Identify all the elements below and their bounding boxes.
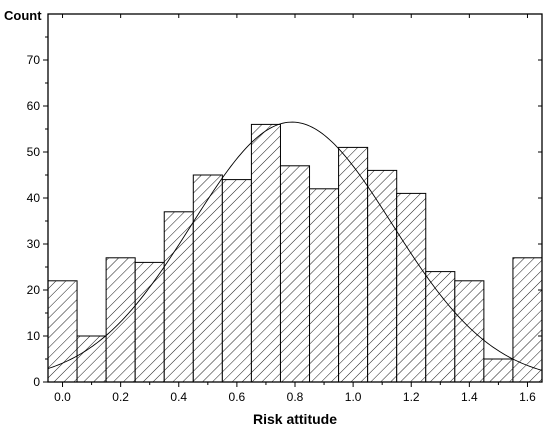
- y-tick-label: 70: [27, 53, 41, 67]
- histogram-bar: [367, 169, 398, 383]
- normal-fit-curve: [47, 121, 543, 371]
- x-tick-label: 1.6: [519, 390, 536, 404]
- histogram-bar: [396, 192, 427, 383]
- histogram-bar: [309, 188, 340, 383]
- histogram-bar: [47, 280, 78, 383]
- x-tick-label: 1.0: [345, 390, 362, 404]
- x-tick-label: 1.4: [461, 390, 478, 404]
- histogram-bar: [454, 280, 485, 383]
- x-tick-label: 0.0: [54, 390, 71, 404]
- x-axis-ticks: 0.0 0.2 0.4 0.6 0.8 1.0 1.2 1.4 1.6: [54, 14, 536, 404]
- x-axis-label: Risk attitude: [253, 411, 337, 427]
- y-axis-ticks: 0 10 20 30 40 50 60 70: [27, 36, 542, 389]
- x-tick-label: 0.6: [229, 390, 246, 404]
- histogram-bar: [163, 211, 194, 383]
- histogram-bar: [338, 146, 369, 383]
- histogram-bar: [105, 257, 136, 383]
- y-tick-label: 40: [27, 191, 41, 205]
- y-tick-label: 30: [27, 237, 41, 251]
- x-tick-label: 0.4: [170, 390, 187, 404]
- y-tick-label: 10: [27, 329, 41, 343]
- histogram-bar: [279, 165, 311, 383]
- histogram-bar: [76, 335, 107, 383]
- histogram-bar: [250, 123, 281, 383]
- y-tick-label: 0: [33, 375, 40, 389]
- x-tick-label: 0.2: [112, 390, 129, 404]
- histogram-bar: [192, 174, 223, 383]
- y-tick-label: 20: [27, 283, 41, 297]
- bars-layer: [47, 123, 543, 383]
- x-tick-label: 1.2: [403, 390, 420, 404]
- y-tick-label: 50: [27, 145, 41, 159]
- histogram-bar: [425, 271, 456, 383]
- y-tick-label: 60: [27, 99, 41, 113]
- histogram-bar: [512, 257, 543, 383]
- histogram-bar: [134, 261, 165, 383]
- fit-curve-layer: [47, 121, 543, 371]
- x-tick-label: 0.8: [287, 390, 304, 404]
- histogram-bar: [483, 358, 514, 383]
- histogram-bar: [221, 179, 252, 383]
- y-axis-label: Count: [4, 8, 42, 23]
